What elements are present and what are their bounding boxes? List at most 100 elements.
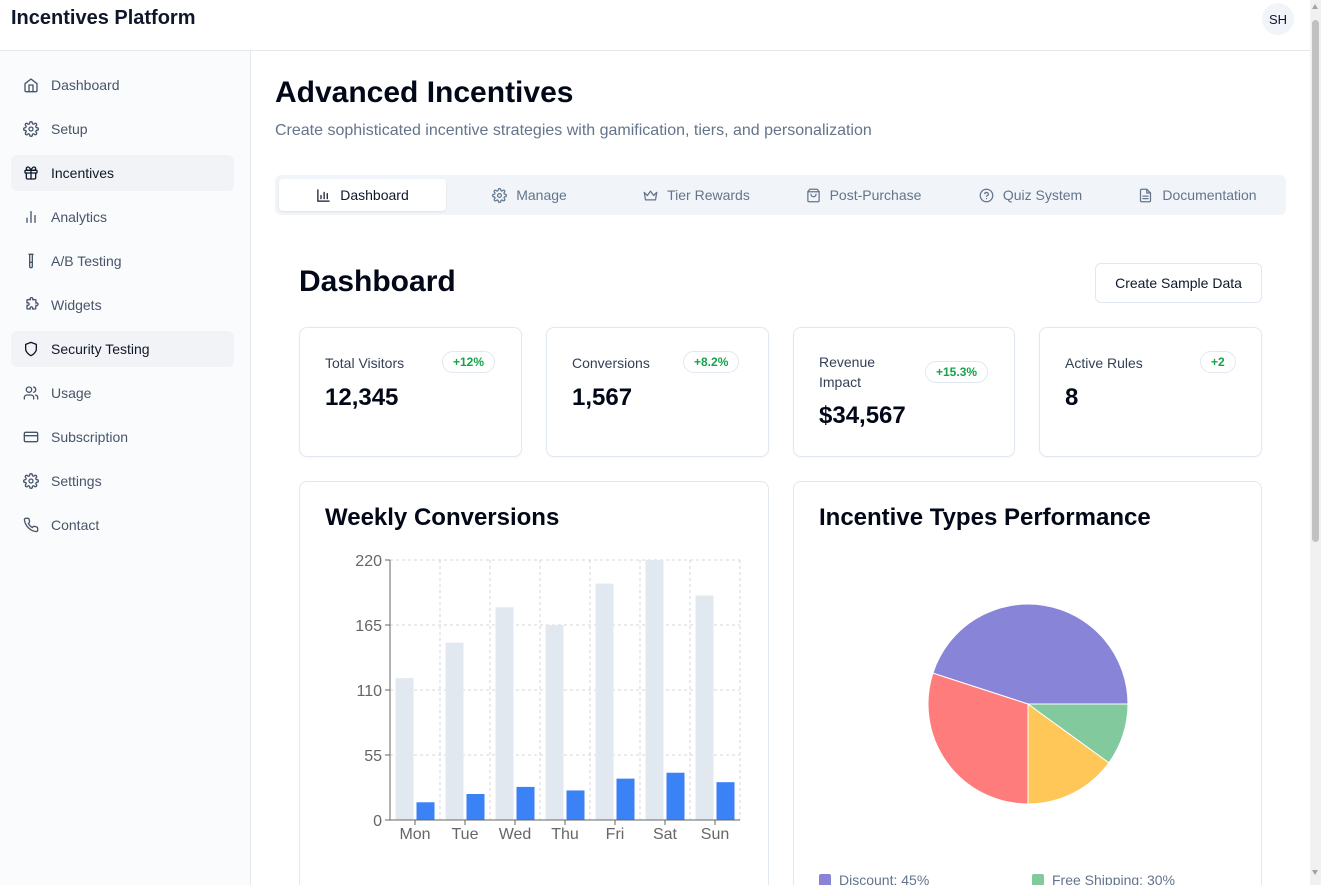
sidebar-item-incentives[interactable]: Incentives [11,155,234,191]
tab-tier-rewards[interactable]: Tier Rewards [613,179,780,211]
bar-sat-series-2 [666,772,685,820]
pie-slice-free-shipping [927,672,1029,805]
stat-label: Active Rules [1065,355,1143,371]
gear-icon [23,473,39,489]
sidebar-item-label: Subscription [51,429,129,445]
sidebar-item-label: Setup [51,121,88,137]
sidebar-item-label: Contact [51,517,100,533]
stat-card-conversions: Conversions +8.2% 1,567 [546,327,769,457]
gear-icon [492,187,508,203]
user-avatar[interactable]: SH [1262,3,1294,35]
sidebar-item-label: Settings [51,473,102,489]
sidebar-item-subscription[interactable]: Subscription [11,419,234,455]
bar-chart-icon [317,188,330,202]
stat-value: 1,567 [572,384,633,411]
weekly-conversions-card: Weekly Conversions Mon Tue Wed Thu Fri Sat Sun… [299,481,769,885]
tab-dashboard[interactable]: Dashboard [279,179,446,211]
home-icon [24,78,38,93]
sidebar-item-dashboard[interactable]: Dashboard [11,67,234,103]
shield-icon [25,341,37,357]
tab-documentation[interactable]: Documentation [1114,179,1281,211]
sidebar-item-usage[interactable]: Usage [11,375,234,411]
sidebar-item-settings[interactable]: Settings [11,463,234,499]
tab-label: Documentation [1162,187,1257,203]
scrollbar-thumb[interactable] [1312,20,1319,542]
bar-sat-series-1 [645,560,664,820]
test-tube-icon [28,253,34,269]
legend-item-free-shipping: Free Shipping: 30% [1032,872,1175,885]
sidebar-item-widgets[interactable]: Widgets [11,287,234,323]
incentive-types-card: Incentive Types Performance Discount: 45… [793,481,1262,885]
credit-card-icon [23,431,39,443]
bar-sun-series-1 [695,595,714,820]
x-tick-label: Mon [399,826,430,843]
sidebar-item-security-testing[interactable]: Security Testing [11,331,234,367]
pie-slice-segment-4 [1026,703,1129,764]
stat-change-badge: +12% [442,351,496,373]
legend-swatch [1032,874,1044,885]
main-content: Advanced Incentives Create sophisticated… [251,51,1310,885]
bar-fri-series-1 [595,583,614,820]
legend-swatch [819,874,831,885]
bar-tue-series-1 [445,642,464,820]
legend-label: Discount: 45% [839,872,930,885]
stat-card-revenue-impact: Revenue Impact +15.3% $34,567 [793,327,1015,457]
gift-icon [24,166,38,180]
x-tick-label: Fri [606,826,625,843]
sidebar-item-label: Usage [51,385,92,401]
scroll-down-arrow-icon[interactable] [1312,870,1318,875]
sidebar: Dashboard Setup Incentives Analytics A/B… [0,51,251,885]
bar-fri-series-2 [616,778,635,820]
stat-value: $34,567 [819,402,906,429]
pie-slice-segment-3 [1027,703,1110,805]
bar-thu-series-2 [566,790,585,820]
chart-title: Incentive Types Performance [819,504,1151,531]
stat-change-badge: +8.2% [683,351,740,373]
stat-value: 8 [1065,384,1079,411]
y-tick-label: 220 [355,553,382,570]
tab-label: Dashboard [340,187,409,203]
stat-change-badge: +2 [1200,351,1236,373]
bar-mon-series-2 [416,802,435,820]
tab-list: Dashboard Manage Tier Rewards Post-Purch… [275,175,1286,215]
stat-card-total-visitors: Total Visitors +12% 12,345 [299,327,522,457]
y-tick-label: 55 [364,748,382,765]
bar-chart-icon [26,211,36,223]
sidebar-item-label: Dashboard [51,77,120,93]
app-title[interactable]: Incentives Platform [11,7,196,29]
legend-item-discount: Discount: 45% [819,872,929,885]
x-tick-label: Tue [452,826,479,843]
stat-label: Total Visitors [325,355,405,371]
tab-quiz-system[interactable]: Quiz System [947,179,1114,211]
incentive-types-pie-chart [927,603,1129,805]
shopping-bag-icon [806,188,820,202]
tab-label: Post-Purchase [829,187,922,203]
page-subtitle: Create sophisticated incentive strategie… [275,122,872,139]
page-title: Advanced Incentives [275,76,574,109]
sidebar-item-setup[interactable]: Setup [11,111,234,147]
tab-manage[interactable]: Manage [446,179,613,211]
tab-label: Tier Rewards [667,187,750,203]
bar-sun-series-2 [716,782,735,820]
sidebar-item-ab-testing[interactable]: A/B Testing [11,243,234,279]
sidebar-item-label: A/B Testing [51,253,122,269]
stat-change-badge: +15.3% [925,361,989,383]
y-tick-label: 165 [355,618,382,635]
tab-post-purchase[interactable]: Post-Purchase [780,179,947,211]
bar-thu-series-1 [545,625,564,820]
puzzle-icon [26,297,39,310]
tab-label: Manage [516,187,567,203]
page-scrollbar[interactable] [1310,0,1321,885]
file-text-icon [1140,188,1152,202]
scroll-up-arrow-icon[interactable] [1312,4,1318,9]
bar-wed-series-2 [516,786,535,820]
sidebar-item-contact[interactable]: Contact [11,507,234,543]
top-bar: Incentives Platform SH [0,0,1310,51]
y-tick-label: 0 [373,813,382,830]
stat-value: 12,345 [325,384,399,411]
create-sample-data-button[interactable]: Create Sample Data [1095,263,1262,303]
bar-tue-series-2 [466,794,485,820]
stat-label: Conversions [572,355,650,371]
x-tick-label: Thu [551,826,579,843]
sidebar-item-analytics[interactable]: Analytics [11,199,234,235]
